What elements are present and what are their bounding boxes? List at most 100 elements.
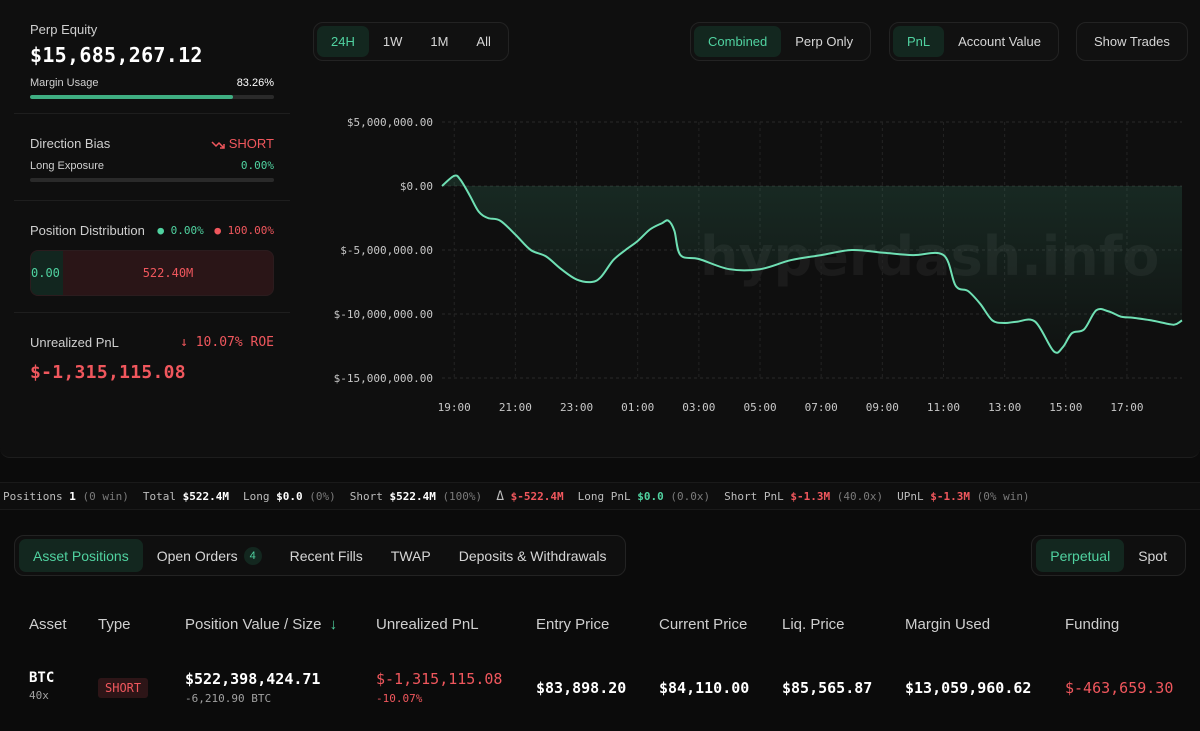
y-tick-label: $-10,000,000.00 <box>334 308 433 321</box>
pnl-series-line <box>441 174 1183 354</box>
margin-usage-value: 83.26% <box>236 77 274 89</box>
cell-position-value: $522,398,424.71 -6,210.90 BTC <box>185 670 320 705</box>
unrealized-pnl-section: Unrealized PnL ↓ 10.07% ROE $-1,315,115.… <box>14 313 290 383</box>
position-size: -6,210.90 BTC <box>185 692 272 705</box>
dist-long-segment: 0.00 <box>31 251 63 295</box>
stat-upnl: UPnL $-1.3M (0% win) <box>897 489 1030 503</box>
show-trades-button[interactable]: Show Trades <box>1094 34 1170 49</box>
header-entry-price[interactable]: Entry Price <box>536 616 610 633</box>
position-distribution-label: Position Distribution <box>30 223 145 238</box>
mode-tab-combined[interactable]: Combined <box>694 26 782 57</box>
direction-bias-label: Direction Bias <box>30 136 111 151</box>
summary-panel: Perp Equity $15,685,267.12 Margin Usage … <box>14 22 290 383</box>
x-tick-label: 05:00 <box>743 401 776 414</box>
account-overview-card: Perp Equity $15,685,267.12 Margin Usage … <box>0 22 1200 458</box>
tab-recent-fills[interactable]: Recent Fills <box>289 547 363 564</box>
x-tick-label: 01:00 <box>621 401 654 414</box>
tab-asset-positions[interactable]: Asset Positions <box>19 539 143 572</box>
header-position-value[interactable]: Position Value / Size ↓ <box>185 616 337 633</box>
metric-selector: PnL Account Value <box>889 22 1060 61</box>
long-exposure-value: 0.00% <box>240 159 274 172</box>
range-tab-all[interactable]: All <box>476 34 491 49</box>
position-distribution-bar: 0.00 522.40M <box>30 250 274 296</box>
pnl-chart: hyperdash.info $5,000,000.00 $0.00 $-5,000,… <box>300 100 1200 430</box>
tab-open-orders[interactable]: Open Orders 4 <box>143 539 276 572</box>
upnl-pct: -10.07% <box>376 692 423 705</box>
pnl-chart-svg: hyperdash.info$5,000,000.00$0.00$-5,000,… <box>334 116 1183 414</box>
cell-current-price: $84,110.00 <box>659 679 750 697</box>
header-liq-price[interactable]: Liq. Price <box>782 616 845 633</box>
perp-equity-label: Perp Equity <box>30 22 98 37</box>
header-asset[interactable]: Asset <box>29 616 67 633</box>
header-margin-used[interactable]: Margin Used <box>905 616 991 633</box>
pnl-area-fill <box>442 175 1182 353</box>
range-tab-1w[interactable]: 1W <box>382 34 403 49</box>
unrealized-pnl-label: Unrealized PnL <box>30 335 119 350</box>
perp-equity-value: $15,685,267.12 <box>30 43 203 67</box>
x-tick-label: 09:00 <box>866 401 899 414</box>
x-tick-label: 15:00 <box>1049 401 1082 414</box>
arrow-down-icon: ↓ <box>180 335 188 350</box>
x-tick-label: 21:00 <box>499 401 532 414</box>
cell-funding: $-463,659.30 <box>1065 679 1174 697</box>
x-tick-label: 07:00 <box>805 401 838 414</box>
metric-tab-pnl[interactable]: PnL <box>893 26 945 57</box>
margin-usage-bar-fill <box>30 95 234 99</box>
tab-twap[interactable]: TWAP <box>390 547 431 564</box>
range-tab-1m[interactable]: 1M <box>430 34 449 49</box>
stat-positions: Positions 1 (0 win) <box>3 489 129 503</box>
tab-open-orders-label: Open Orders <box>156 547 238 564</box>
header-funding[interactable]: Funding <box>1065 616 1120 633</box>
x-tick-label: 23:00 <box>560 401 593 414</box>
position-distribution-section: Position Distribution ● 0.00% ● 100.00% … <box>14 201 290 313</box>
upnl-value: $-1,315,115.08 <box>376 670 503 688</box>
open-orders-count-badge: 4 <box>243 546 262 565</box>
x-tick-label: 19:00 <box>438 401 471 414</box>
roe-value: ↓ 10.07% ROE <box>180 335 274 350</box>
x-tick-label: 13:00 <box>988 401 1021 414</box>
direction-bias-section: Direction Bias SHORT Long Exposure 0.00% <box>14 114 290 201</box>
tab-perpetual[interactable]: Perpetual <box>1036 539 1125 572</box>
asset-leverage: 40x <box>29 689 49 702</box>
y-tick-label: $0.00 <box>400 180 433 193</box>
stat-long: Long $0.0 (0%) <box>242 489 336 503</box>
sort-down-icon: ↓ <box>329 616 338 633</box>
header-position-value-label: Position Value / Size <box>185 616 322 633</box>
stat-delta: Δ $-522.4M <box>496 488 564 504</box>
cell-margin-used: $13,059,960.62 <box>905 679 1032 697</box>
header-type[interactable]: Type <box>98 616 131 633</box>
y-tick-label: $-5,000,000.00 <box>340 244 433 257</box>
market-type-tabs: Perpetual Spot <box>1031 535 1186 576</box>
metric-tab-account-value[interactable]: Account Value <box>958 34 1042 49</box>
asset-symbol: BTC <box>29 670 55 686</box>
dist-short-pct: 100.00% <box>227 224 274 237</box>
tab-deposits-withdrawals[interactable]: Deposits & Withdrawals <box>458 547 607 564</box>
stat-short: Short $522.4M (100%) <box>349 489 483 503</box>
range-tab-24h[interactable]: 24H <box>317 26 369 57</box>
cell-entry-price: $83,898.20 <box>536 679 627 697</box>
tab-spot[interactable]: Spot <box>1138 547 1167 564</box>
stat-short-pnl: Short PnL $-1.3M (40.0x) <box>724 489 884 503</box>
mode-tab-perp-only[interactable]: Perp Only <box>795 34 854 49</box>
header-unrealized-pnl[interactable]: Unrealized PnL <box>376 616 479 633</box>
cell-unrealized-pnl: $-1,315,115.08 -10.07% <box>376 670 502 705</box>
x-tick-label: 17:00 <box>1110 401 1143 414</box>
header-current-price[interactable]: Current Price <box>659 616 748 633</box>
stat-total: Total $522.4M <box>142 489 229 503</box>
long-exposure-bar <box>30 178 274 182</box>
y-tick-label: $-15,000,000.00 <box>334 372 433 385</box>
x-tick-label: 11:00 <box>927 401 960 414</box>
margin-usage-bar <box>30 95 274 99</box>
positions-tabs: Asset Positions Open Orders 4 Recent Fil… <box>14 535 626 576</box>
direction-bias-value: SHORT <box>211 136 274 151</box>
show-trades-group: Show Trades <box>1076 22 1188 61</box>
dist-long-pct: 0.00% <box>170 224 204 237</box>
dist-short-segment: 522.40M <box>142 266 194 280</box>
trend-down-icon <box>211 136 229 151</box>
range-selector: 24H 1W 1M All <box>313 22 509 61</box>
position-value: $522,398,424.71 <box>185 670 321 688</box>
delta-icon: Δ <box>496 488 505 504</box>
perp-equity-section: Perp Equity $15,685,267.12 Margin Usage … <box>14 22 290 114</box>
margin-usage-label: Margin Usage <box>30 77 99 89</box>
mode-selector: Combined Perp Only <box>690 22 872 61</box>
